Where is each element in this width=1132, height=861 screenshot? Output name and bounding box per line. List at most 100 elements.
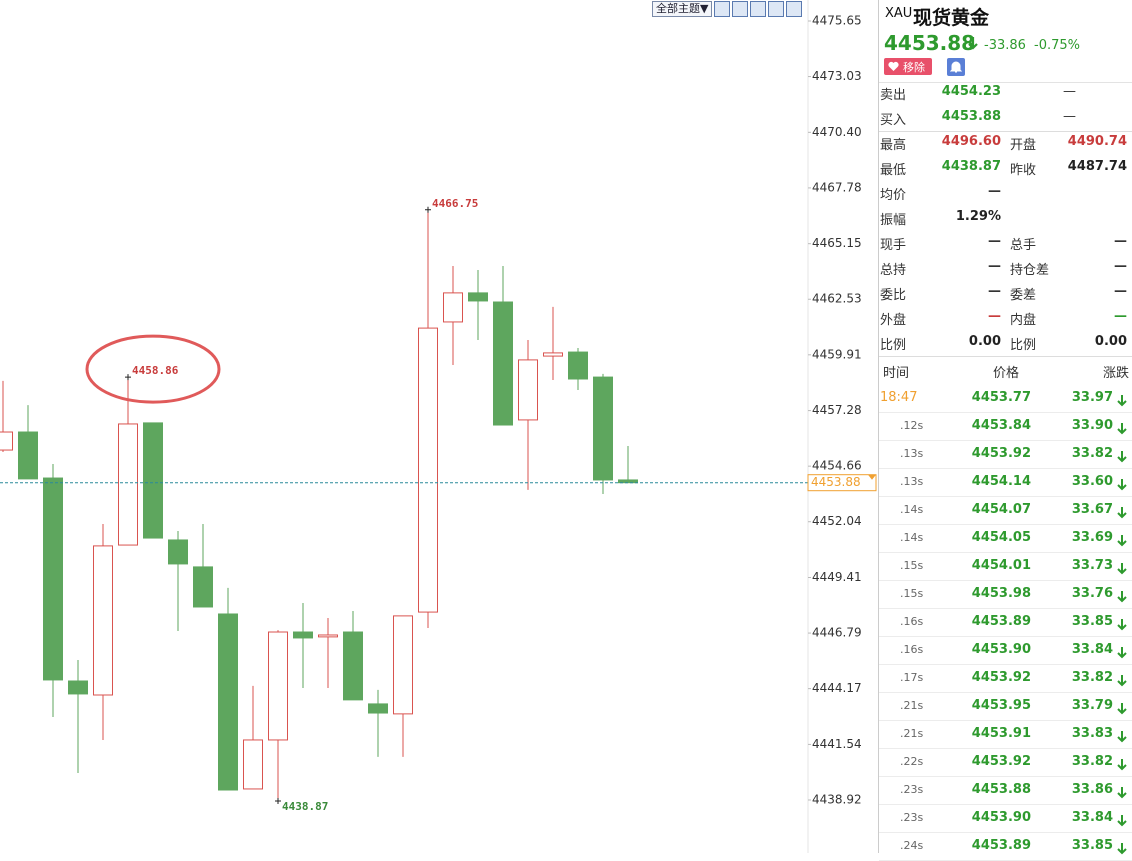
candle-body — [218, 613, 238, 791]
candle-body — [518, 359, 538, 421]
y-tick-label: 4459.91 — [812, 347, 862, 361]
stat-label: 内盘 — [1010, 313, 1037, 328]
tool-icon[interactable] — [786, 1, 803, 17]
tick-price: 4453.88 — [971, 782, 1031, 797]
table-header: 涨跌 — [1102, 366, 1129, 381]
tick-change: 33.97 — [1071, 390, 1113, 405]
candle-body — [193, 566, 213, 608]
table-header: 价格 — [993, 366, 1020, 381]
candle-body — [468, 292, 488, 302]
candle-body — [568, 351, 588, 380]
theme-button[interactable]: 全部主题▼ — [652, 1, 713, 17]
y-tick-label: 4457.28 — [812, 403, 862, 417]
candle-body — [343, 631, 363, 701]
down-arrow — [1117, 647, 1127, 659]
candle-body — [543, 352, 563, 357]
tick-time: .15s — [900, 587, 924, 600]
stat-value: 0.00 — [968, 334, 1001, 349]
alert-button[interactable] — [947, 58, 965, 76]
tool-icon[interactable] — [732, 1, 749, 17]
tick-price: 4454.07 — [971, 502, 1031, 517]
row-divider — [879, 580, 1132, 581]
stat-label: 总手 — [1010, 238, 1037, 253]
stat-label: 委差 — [1010, 288, 1037, 303]
tick-time: .23s — [900, 811, 924, 824]
tick-time: .12s — [900, 419, 924, 432]
arrow-shape — [1117, 535, 1127, 547]
symbol: XAU — [885, 6, 913, 21]
stat-label: 现手 — [880, 238, 907, 253]
tick-price: 4453.92 — [971, 670, 1031, 685]
tick-change: 33.79 — [1071, 698, 1113, 713]
tick-time: .16s — [900, 615, 924, 628]
candle-body — [293, 631, 313, 639]
down-arrow — [968, 37, 978, 50]
arrow-shape — [1117, 675, 1127, 687]
row-divider — [879, 804, 1132, 805]
down-arrow — [1117, 787, 1127, 799]
tick-change: 33.82 — [1071, 754, 1113, 769]
tick-change: 33.69 — [1071, 530, 1113, 545]
tick-price: 4454.05 — [971, 530, 1031, 545]
extreme-marker — [425, 206, 431, 213]
price: 4453.88 — [884, 31, 976, 55]
tick-change: 33.85 — [1071, 614, 1113, 629]
row-divider — [879, 776, 1132, 777]
stat-value: 4490.74 — [1067, 134, 1127, 149]
last-price-marker — [868, 474, 876, 480]
tick-change: 33.82 — [1071, 670, 1113, 685]
tick-price: 4453.91 — [971, 726, 1031, 741]
down-arrow — [1117, 843, 1127, 855]
tool-icon[interactable] — [714, 1, 731, 17]
down-arrow — [1117, 451, 1127, 463]
candle-body — [18, 431, 38, 480]
tool-icon[interactable] — [768, 1, 785, 17]
candle-body — [368, 703, 388, 714]
stat-value: — — [1114, 234, 1127, 249]
stat-label: 最高 — [880, 138, 907, 153]
tick-time: 18:47 — [880, 390, 918, 405]
last-price-label: 4453.88 — [811, 475, 861, 489]
quote-panel: XAU 现货黄金 4453.88 -33.86 -0.75% 移除 卖出 4454… — [878, 0, 1132, 861]
stat-label: 比例 — [880, 338, 907, 353]
stat-label: 昨收 — [1010, 163, 1037, 178]
down-arrow — [1117, 507, 1127, 519]
tick-change: 33.90 — [1071, 418, 1113, 433]
tool-icon[interactable] — [750, 1, 767, 17]
stat-value: — — [988, 284, 1001, 299]
row-divider — [879, 608, 1132, 609]
tick-change: 33.85 — [1071, 838, 1113, 853]
down-arrow — [1117, 479, 1127, 491]
remove-label: 移除 — [903, 61, 925, 74]
tick-time: .22s — [900, 755, 924, 768]
y-tick-label: 4462.53 — [812, 292, 862, 306]
row-divider — [879, 524, 1132, 525]
candle-body — [168, 539, 188, 565]
tick-time: .14s — [900, 503, 924, 516]
tick-price: 4453.92 — [971, 754, 1031, 769]
row-divider — [879, 720, 1132, 721]
heart-icon — [888, 61, 899, 71]
tick-time: .14s — [900, 531, 924, 544]
instrument-name: 现货黄金 — [913, 7, 990, 29]
stat-value: — — [1063, 109, 1076, 124]
stat-label: 外盘 — [880, 313, 907, 328]
stat-value: — — [1114, 284, 1127, 299]
row-divider — [879, 664, 1132, 665]
row-divider — [879, 552, 1132, 553]
extreme-marker — [125, 374, 131, 381]
arrow-shape — [1117, 647, 1127, 659]
change: -33.86 — [984, 38, 1026, 53]
extreme-label: 4458.86 — [132, 364, 179, 377]
remove-button[interactable]: 移除 — [884, 58, 932, 75]
arrow-shape — [1117, 843, 1127, 855]
down-arrow — [1117, 395, 1127, 407]
down-arrow — [1117, 731, 1127, 743]
candle-body — [443, 292, 463, 323]
candle-body — [493, 301, 513, 426]
tick-change: 33.86 — [1071, 782, 1113, 797]
divider — [879, 131, 1132, 132]
tick-change: 33.83 — [1071, 726, 1113, 741]
y-tick-label: 4441.54 — [812, 737, 862, 751]
stat-label: 买入 — [880, 113, 907, 128]
